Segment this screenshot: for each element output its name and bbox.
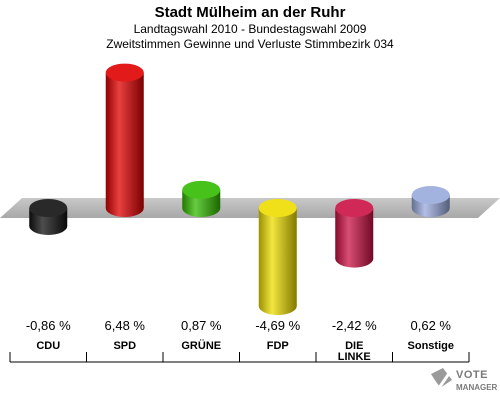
value-label: -2,42 % [331, 318, 377, 333]
bar-bottom-cap [335, 249, 374, 268]
ballot-check-icon [431, 368, 452, 391]
bar-grüne [182, 180, 221, 217]
bar-top-cap [105, 63, 144, 82]
bar-cdu [29, 199, 68, 235]
value-label: -4,69 % [255, 318, 301, 333]
bar-body [258, 208, 297, 307]
bar-top-cap [258, 199, 297, 217]
bar-die-linke [335, 199, 374, 268]
logo-vote-text: VOTE [456, 369, 488, 381]
value-label: 6,48 % [104, 318, 145, 333]
bar-spd [105, 63, 144, 217]
logo-manager-text: MANAGER [456, 383, 498, 392]
category-label: Sonstige [407, 340, 454, 352]
value-label: 0,87 % [181, 318, 222, 333]
chart-subtitle-district: Zweitstimmen Gewinne und Verluste Stimmb… [106, 37, 394, 51]
category-label: SPD [113, 340, 137, 352]
bar-bottom-cap [258, 297, 297, 316]
bar-top-cap [411, 186, 450, 205]
category-labels: CDU SPD GRÜNE FDP DIE LINKE Sonstige [0, 338, 500, 368]
bar-top-cap [182, 180, 221, 199]
bar-bottom-cap [105, 199, 144, 217]
bar-top-cap [335, 199, 374, 217]
category-label: GRÜNE [181, 340, 222, 352]
bar-bottom-cap [29, 216, 68, 235]
bar-sonstige [411, 186, 450, 217]
bar-bottom-cap [182, 199, 221, 217]
bar-top-cap [29, 199, 68, 217]
chart-titles: Stadt Mülheim an der Ruhr Landtagswahl 2… [0, 0, 500, 52]
value-label: 0,62 % [410, 318, 451, 333]
chart-title: Stadt Mülheim an der Ruhr [154, 4, 346, 21]
bar-body [105, 72, 144, 209]
category-label: CDU [36, 340, 61, 352]
value-label: -0,86 % [25, 318, 71, 333]
bar-fdp [258, 199, 297, 316]
vote-manager-logo: VOTE MANAGER [428, 366, 498, 398]
chart-subtitle-election: Landtagswahl 2010 - Bundestagswahl 2009 [133, 22, 367, 36]
category-label: DIE LINKE [337, 340, 371, 363]
value-labels: -0,86 % 6,48 % 0,87 % -4,69 % -2,42 % 0,62 % [0, 318, 500, 338]
category-label: FDP [266, 340, 289, 352]
bar-bottom-cap [411, 199, 450, 217]
